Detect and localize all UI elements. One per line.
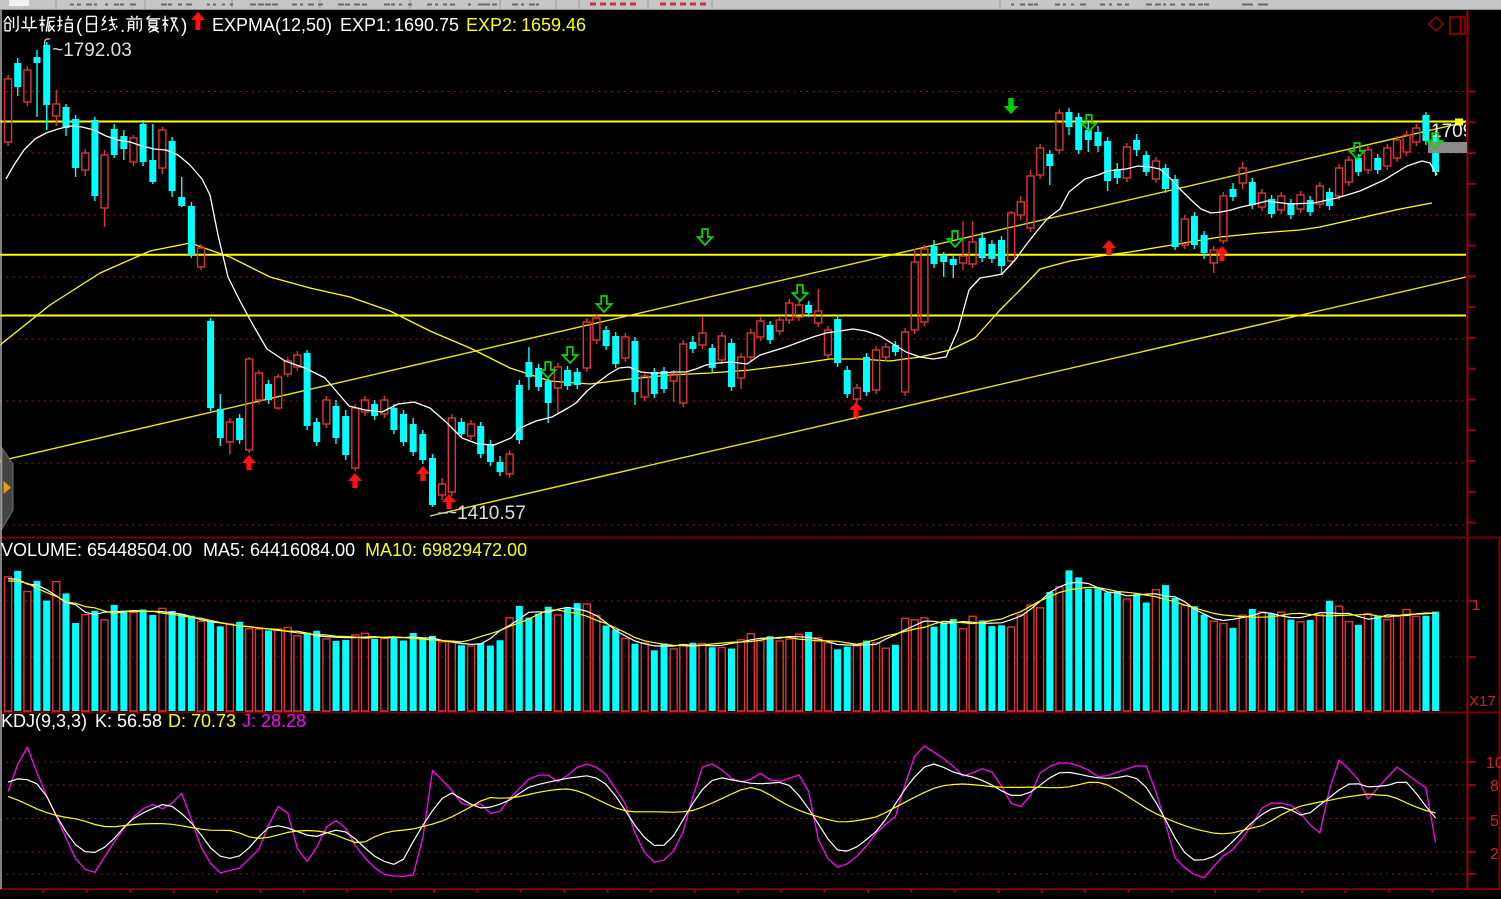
svg-text:1: 1 (1472, 597, 1480, 614)
svg-text:EXPMA(12,50): EXPMA(12,50) (212, 15, 332, 35)
svg-text:X17: X17 (1469, 693, 1496, 710)
svg-text:J: 28.28: J: 28.28 (242, 711, 306, 731)
svg-text:MA5: 64416084.00: MA5: 64416084.00 (203, 540, 355, 560)
svg-text:5: 5 (1490, 813, 1499, 830)
svg-text:EXP2:: EXP2: (466, 15, 517, 35)
svg-text:10: 10 (1486, 755, 1501, 772)
svg-text:D: 70.73: D: 70.73 (168, 711, 236, 731)
svg-text:8: 8 (1490, 778, 1499, 795)
svg-text:~1792.03: ~1792.03 (52, 40, 132, 61)
svg-text:KDJ(9,3,3): KDJ(9,3,3) (1, 711, 87, 731)
svg-text:VOLUME: 65448504.00: VOLUME: 65448504.00 (1, 540, 192, 560)
svg-text:(: ( (76, 16, 83, 37)
svg-text:EXP1:: EXP1: (340, 15, 391, 35)
svg-text:MA10: 69829472.00: MA10: 69829472.00 (365, 540, 527, 560)
svg-text:K: 56.58: K: 56.58 (95, 711, 162, 731)
svg-text:1659.46: 1659.46 (521, 15, 586, 35)
svg-text:): ) (181, 16, 187, 37)
svg-text:.: . (120, 16, 125, 37)
svg-text:1690.75: 1690.75 (394, 15, 459, 35)
svg-text:2: 2 (1490, 846, 1499, 863)
svg-text:~1410.57: ~1410.57 (446, 503, 526, 524)
